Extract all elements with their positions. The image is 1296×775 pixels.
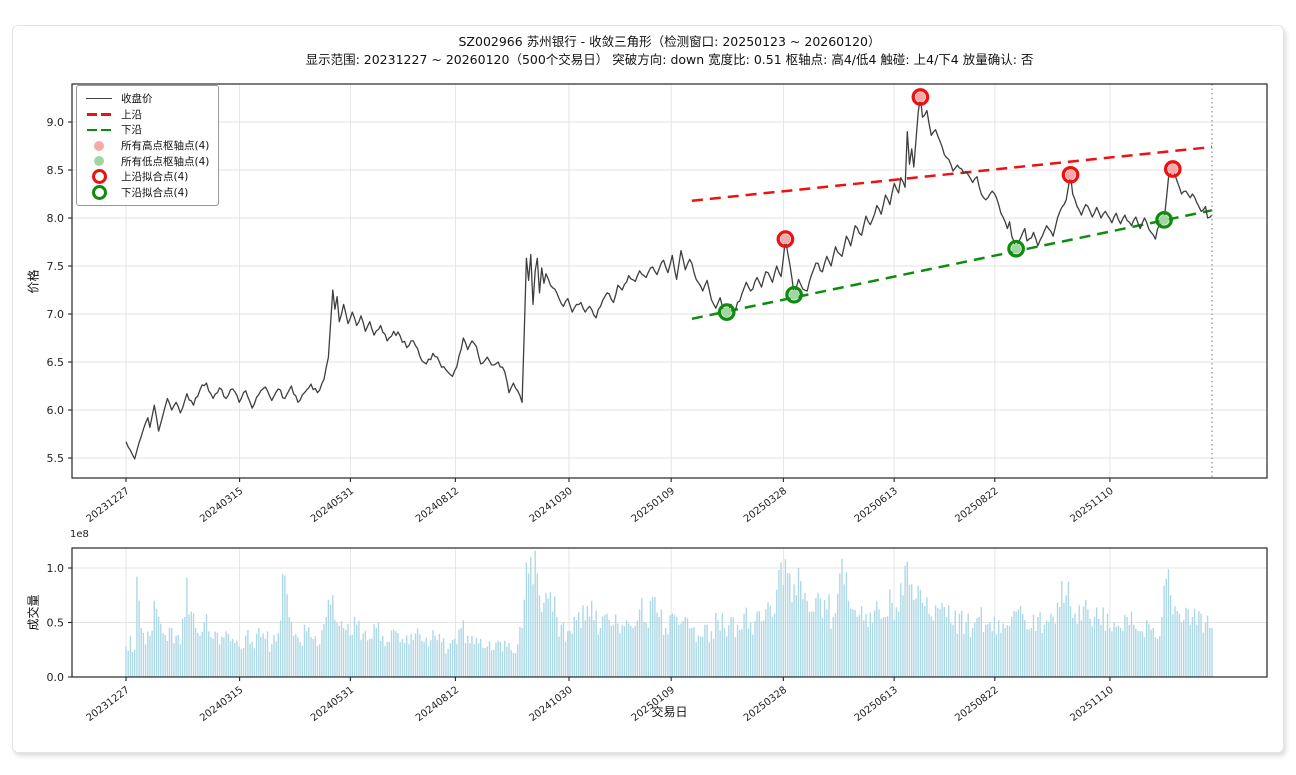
- svg-text:20231227: 20231227: [85, 486, 132, 525]
- svg-text:1.0: 1.0: [47, 562, 65, 575]
- svg-text:20240812: 20240812: [414, 486, 461, 525]
- legend-item-close-price: 收盘价: [84, 91, 209, 107]
- svg-text:0.0: 0.0: [47, 671, 65, 684]
- close-line-swatch-icon: [84, 98, 114, 100]
- legend-item-label: 下沿拟合点(4): [121, 186, 189, 199]
- gridlines: [72, 84, 1267, 677]
- price-y-tick-labels: 5.5 6.0 6.5 7.0 7.5 8.0 8.5 9.0: [47, 116, 72, 465]
- x-tick-labels: 20231227 20240315 20240531 20240812 20241030…: [85, 478, 1116, 525]
- svg-text:7.0: 7.0: [47, 308, 65, 321]
- lower-dash-swatch-icon: [84, 128, 114, 132]
- legend-item-low-pivots: 所有低点枢轴点(4): [84, 153, 209, 169]
- svg-text:20250109: 20250109: [630, 486, 677, 525]
- volume-bars: [125, 550, 1213, 677]
- upper-dash-swatch-icon: [84, 112, 114, 116]
- price-y-axis-label: 价格: [26, 269, 41, 294]
- svg-text:7.5: 7.5: [47, 260, 65, 273]
- legend-item-high-pivots: 所有高点枢轴点(4): [84, 138, 209, 154]
- svg-text:20250822: 20250822: [953, 486, 1000, 525]
- lower-fit-ring-icon: [84, 184, 114, 200]
- fit-rings: [776, 88, 1182, 248]
- low-pivot-dot-icon: [84, 156, 114, 167]
- legend-item-lower-fit: 下沿拟合点(4): [84, 184, 209, 201]
- volume-y-tick-labels: 0.0 0.5 1.0: [47, 562, 72, 684]
- high-pivot-dot-icon: [84, 140, 114, 151]
- legend-item-label: 所有低点枢轴点(4): [121, 155, 210, 168]
- pivot-dots: [780, 92, 1178, 245]
- legend-item-label: 收盘价: [121, 93, 153, 106]
- lower-trendline: [691, 209, 1213, 321]
- chart-subtitle: 显示范围: 20231227 ~ 20260120（500个交易日） 突破方向:…: [305, 52, 1034, 67]
- legend-item-label: 上沿拟合点(4): [121, 171, 189, 184]
- chart-title: SZ002966 苏州银行 - 收敛三角形（检测窗口: 20250123 ~ 2…: [458, 34, 881, 49]
- legend-item-lower-line: 下沿: [84, 122, 209, 138]
- x-axis-label: 交易日: [651, 705, 688, 719]
- legend-item-label: 上沿: [121, 108, 142, 121]
- svg-text:6.0: 6.0: [47, 404, 65, 417]
- svg-text:0.5: 0.5: [47, 616, 65, 629]
- volume-offset-label: 1e8: [70, 529, 89, 540]
- svg-text:20250613: 20250613: [853, 486, 900, 525]
- legend-item-label: 下沿: [121, 124, 142, 137]
- volume-y-axis-label: 成交量: [26, 594, 41, 631]
- svg-text:20241030: 20241030: [528, 486, 575, 525]
- svg-text:20250328: 20250328: [742, 486, 789, 525]
- volume-axes-frame: [71, 547, 1268, 678]
- legend-item-upper-fit: 上沿拟合点(4): [84, 169, 209, 185]
- svg-text:20240315: 20240315: [198, 486, 245, 525]
- close-price-line: [125, 96, 1213, 460]
- pivot-dots: [721, 214, 1170, 318]
- fit-rings: [717, 211, 1173, 321]
- svg-text:8.0: 8.0: [47, 212, 65, 225]
- svg-text:8.5: 8.5: [47, 164, 65, 177]
- price-axes-frame: [71, 83, 1268, 479]
- svg-text:6.5: 6.5: [47, 356, 65, 369]
- upper-fit-ring-icon: [84, 169, 114, 185]
- legend-item-upper-line: 上沿: [84, 107, 209, 123]
- svg-text:9.0: 9.0: [47, 116, 65, 129]
- legend-box: 收盘价 上沿 下沿 所有高点枢轴点(4) 所有低点枢轴点(4) 上沿拟合点(4)…: [76, 85, 220, 207]
- svg-text:20251110: 20251110: [1068, 486, 1115, 525]
- upper-trendline: [691, 145, 1213, 202]
- svg-text:5.5: 5.5: [47, 452, 65, 465]
- svg-text:20240531: 20240531: [309, 486, 356, 525]
- legend-item-label: 所有高点枢轴点(4): [121, 140, 210, 153]
